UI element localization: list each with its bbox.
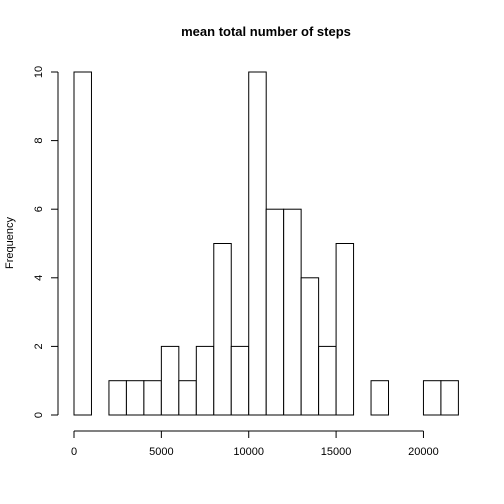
histogram-bar (283, 208, 302, 416)
histogram-bar (143, 380, 162, 416)
histogram-bar (108, 380, 127, 416)
histogram-bar (440, 380, 459, 416)
histogram-bar (178, 380, 197, 416)
bars-group (73, 71, 459, 416)
y-tick-label: 4 (33, 275, 45, 281)
y-axis-label: Frequency (4, 217, 16, 269)
chart-title: mean total number of steps (181, 24, 351, 39)
histogram-bar (73, 71, 92, 416)
x-tick-label: 10000 (233, 446, 264, 458)
histogram-bar (265, 208, 285, 416)
y-axis: 0 2 4 6 8 10 (33, 66, 59, 418)
histogram-bar (230, 345, 250, 416)
histogram-bar (195, 345, 215, 416)
histogram-bar (125, 380, 145, 416)
x-tick-label: 5000 (149, 446, 173, 458)
histogram-bar (300, 277, 320, 416)
x-axis: 0 5000 10000 15000 20000 (71, 430, 439, 458)
histogram-bar (318, 345, 337, 416)
y-tick-label: 10 (33, 66, 45, 78)
histogram-bar (335, 243, 355, 416)
y-tick-label: 0 (33, 412, 45, 418)
histogram-bar (213, 243, 232, 416)
x-tick-label: 15000 (321, 446, 352, 458)
histogram-bar (422, 380, 442, 416)
histogram-bar (370, 380, 390, 416)
y-tick-label: 6 (33, 206, 45, 212)
y-tick-label: 2 (33, 343, 45, 349)
histogram-bar (248, 71, 267, 416)
x-tick-label: 20000 (408, 446, 439, 458)
x-tick-label: 0 (71, 446, 77, 458)
y-tick-label: 8 (33, 138, 45, 144)
histogram-bar (160, 345, 180, 416)
